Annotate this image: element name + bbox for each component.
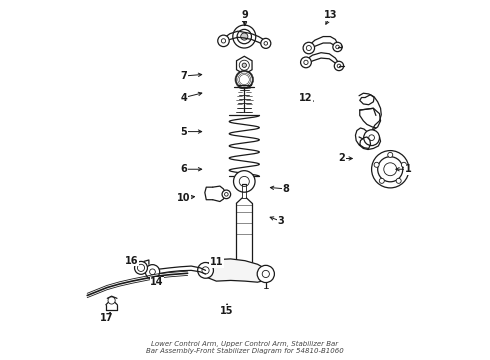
Circle shape — [378, 157, 403, 182]
Circle shape — [239, 60, 249, 70]
Circle shape — [197, 262, 214, 278]
Circle shape — [218, 35, 229, 46]
Circle shape — [242, 63, 246, 67]
Circle shape — [149, 269, 155, 275]
Circle shape — [202, 267, 209, 274]
Circle shape — [374, 162, 379, 167]
Circle shape — [306, 45, 311, 50]
Text: 8: 8 — [283, 184, 290, 194]
Text: 11: 11 — [210, 257, 223, 267]
Text: 13: 13 — [324, 10, 338, 20]
Circle shape — [379, 178, 384, 183]
Circle shape — [336, 45, 339, 49]
Circle shape — [257, 265, 274, 283]
Text: 12: 12 — [299, 93, 313, 103]
Circle shape — [364, 130, 379, 145]
Circle shape — [108, 297, 115, 304]
Circle shape — [401, 162, 406, 167]
Circle shape — [237, 30, 251, 44]
Text: 2: 2 — [339, 153, 345, 163]
Circle shape — [384, 163, 397, 176]
Circle shape — [241, 33, 248, 40]
Circle shape — [262, 270, 270, 278]
Text: 3: 3 — [277, 216, 284, 226]
Text: 9: 9 — [242, 10, 248, 20]
Circle shape — [146, 265, 160, 279]
Circle shape — [333, 42, 342, 51]
Circle shape — [304, 60, 308, 64]
Circle shape — [261, 39, 271, 48]
Circle shape — [239, 176, 249, 186]
Circle shape — [368, 135, 374, 140]
Polygon shape — [202, 259, 270, 282]
Text: 17: 17 — [100, 313, 114, 323]
Circle shape — [396, 178, 401, 183]
Text: 15: 15 — [220, 306, 234, 316]
Text: 10: 10 — [177, 193, 191, 203]
Text: Lower Control Arm, Upper Control Arm, Stabilizer Bar
Bar Assembly-Front Stabiliz: Lower Control Arm, Upper Control Arm, St… — [146, 341, 344, 354]
Text: 6: 6 — [181, 164, 187, 174]
Circle shape — [371, 150, 409, 188]
Circle shape — [234, 171, 255, 192]
Circle shape — [221, 39, 225, 43]
Circle shape — [334, 61, 343, 71]
Text: 5: 5 — [181, 127, 187, 136]
Circle shape — [264, 41, 268, 45]
Polygon shape — [237, 56, 252, 74]
Circle shape — [236, 71, 253, 88]
Text: 4: 4 — [181, 93, 187, 103]
Circle shape — [233, 25, 256, 48]
Text: 14: 14 — [150, 277, 164, 287]
Circle shape — [337, 64, 341, 68]
Circle shape — [135, 261, 147, 274]
Circle shape — [303, 42, 315, 54]
Circle shape — [300, 57, 311, 68]
Circle shape — [222, 190, 231, 199]
Circle shape — [224, 193, 228, 196]
Text: 1: 1 — [405, 164, 412, 174]
Circle shape — [388, 152, 393, 157]
Text: 16: 16 — [125, 256, 139, 266]
Text: 7: 7 — [181, 71, 187, 81]
Circle shape — [137, 264, 145, 271]
